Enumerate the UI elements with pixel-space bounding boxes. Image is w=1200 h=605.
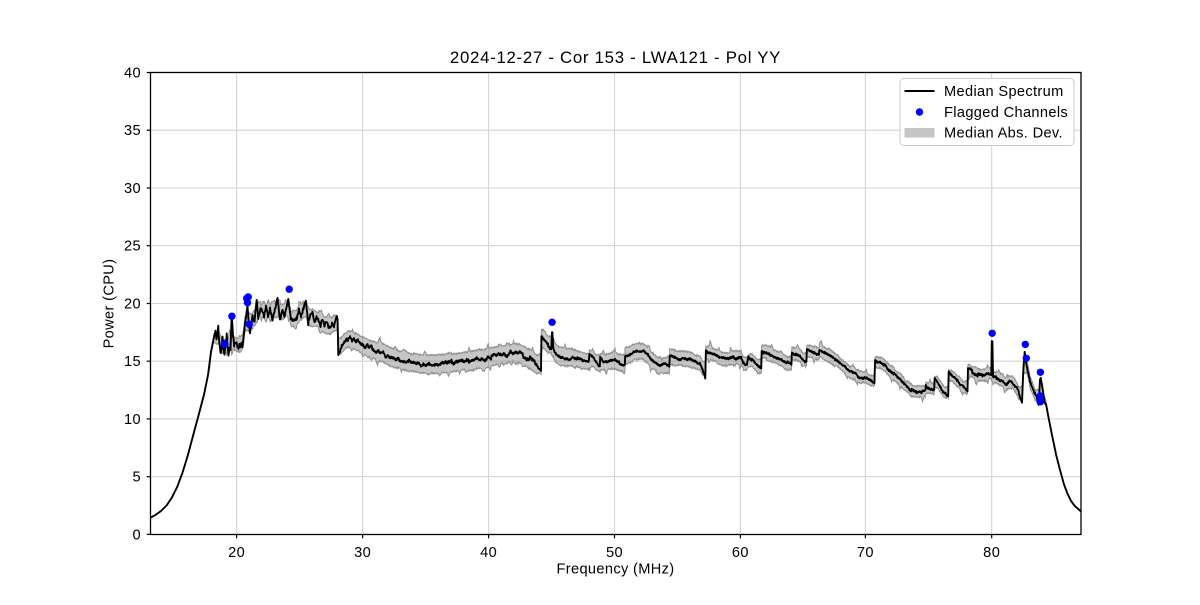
svg-text:Median Spectrum: Median Spectrum [944, 84, 1064, 100]
svg-text:80: 80 [983, 545, 1000, 561]
svg-text:10: 10 [124, 412, 141, 428]
svg-text:15: 15 [124, 354, 141, 370]
svg-text:Median Abs. Dev.: Median Abs. Dev. [944, 126, 1063, 142]
svg-text:Power (CPU): Power (CPU) [102, 259, 118, 349]
svg-text:20: 20 [228, 545, 245, 561]
svg-text:Frequency (MHz): Frequency (MHz) [557, 562, 675, 578]
svg-text:35: 35 [124, 123, 141, 139]
svg-text:40: 40 [480, 545, 497, 561]
svg-text:25: 25 [124, 239, 141, 255]
svg-text:0: 0 [132, 527, 141, 543]
svg-text:70: 70 [857, 545, 874, 561]
svg-text:50: 50 [606, 545, 623, 561]
svg-text:30: 30 [354, 545, 371, 561]
svg-text:30: 30 [124, 181, 141, 197]
svg-text:Flagged Channels: Flagged Channels [944, 105, 1068, 121]
svg-text:40: 40 [124, 66, 141, 82]
svg-text:2024-12-27 - Cor 153 - LWA121: 2024-12-27 - Cor 153 - LWA121 - Pol YY [450, 48, 781, 67]
svg-text:5: 5 [132, 470, 141, 486]
svg-text:20: 20 [124, 297, 141, 313]
svg-text:60: 60 [732, 545, 749, 561]
